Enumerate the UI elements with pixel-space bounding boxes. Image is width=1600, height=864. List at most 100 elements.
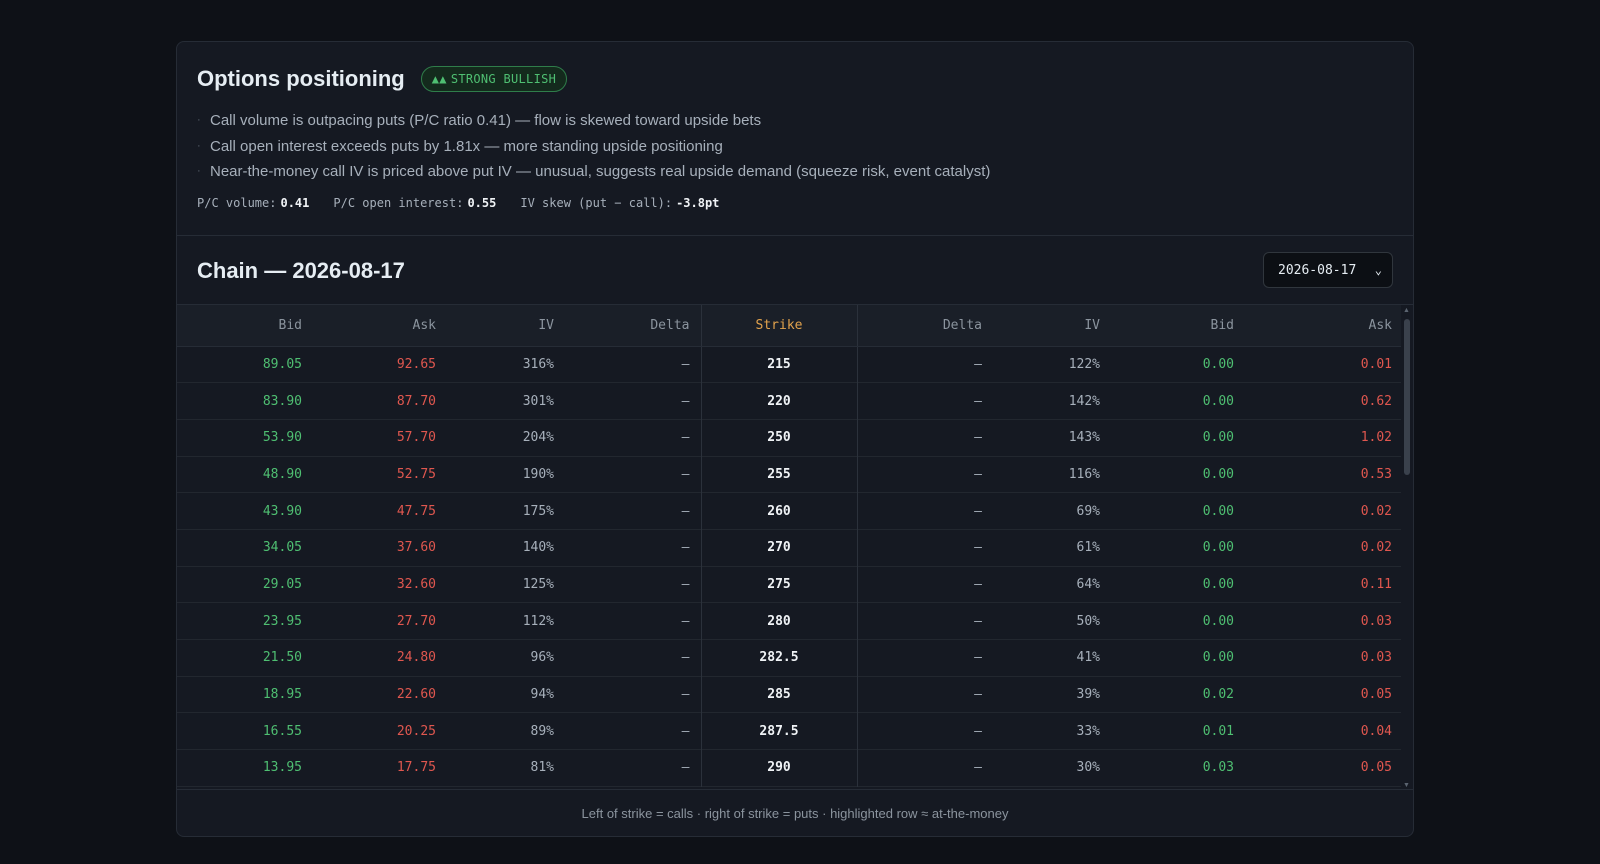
cell-call-ask: 32.60 [396,576,436,592]
cell-call-delta: — [681,393,690,409]
table-row[interactable]: 53.90 57.70 204% — 250 — 143% 0.00 1.02 [177,419,1403,457]
chain-footer-note: Left of strike = calls · right of strike… [177,789,1413,836]
table-row[interactable]: 21.50 24.80 96% — 282.5 — 41% 0.00 0.03 [177,639,1403,677]
table-row[interactable]: 16.55 20.25 89% — 287.5 — 33% 0.01 0.04 [177,712,1403,750]
cell-put-ask: 0.02 [1360,540,1392,556]
col-header-put-iv[interactable]: IV [993,305,1111,347]
cell-call-ask: 22.60 [396,687,436,703]
cell-call-iv: 81% [530,760,554,776]
cell-call-iv: 125% [522,576,554,592]
cell-call-delta: — [681,613,690,629]
cell-put-iv: 41% [1076,650,1100,666]
metric-pc-volume: P/C volume: 0.41 [197,196,309,210]
table-row[interactable]: 83.90 87.70 301% — 220 — 142% 0.00 0.62 [177,382,1403,420]
cell-call-delta: — [681,503,690,519]
cell-put-ask: 1.02 [1360,430,1392,446]
expiry-date-select[interactable]: 2026-08-17 ⌄ [1263,252,1393,288]
cell-put-delta: — [974,723,982,739]
positioning-panel: Options positioning ▲▲ STRONG BULLISH · C… [177,42,1413,236]
cell-put-bid: 0.00 [1202,576,1234,592]
bullet-item: · Call volume is outpacing puts (P/C rati… [197,108,990,134]
scroll-up-arrow-icon[interactable]: ▲ [1403,307,1410,314]
cell-put-ask: 0.05 [1360,687,1392,703]
cell-call-delta: — [681,650,690,666]
cell-call-bid: 43.90 [262,503,302,519]
cell-put-ask: 0.53 [1360,466,1392,482]
cell-strike: 270 [700,529,858,567]
col-header-call-ask[interactable]: Ask [313,305,447,347]
cell-call-bid: 48.90 [262,466,302,482]
table-row[interactable]: 89.05 92.65 316% — 215 — 122% 0.00 0.01 [177,346,1403,383]
cell-put-iv: 69% [1076,503,1100,519]
scrollbar-thumb[interactable] [1404,319,1410,475]
cell-put-delta: — [974,576,982,592]
cell-call-iv: 301% [522,393,554,409]
cell-call-iv: 89% [530,723,554,739]
cell-strike: 260 [700,492,858,530]
bullet-text: Near-the-money call IV is priced above p… [210,163,991,180]
cell-call-iv: 175% [522,503,554,519]
cell-put-iv: 116% [1068,466,1100,482]
chain-title: Chain — 2026-08-17 [197,258,405,283]
cell-put-delta: — [974,760,982,776]
bullet-item: · Call open interest exceeds puts by 1.81… [197,134,990,160]
cell-call-iv: 140% [522,540,554,556]
table-scrollbar[interactable]: ▲ ▼ [1401,305,1413,791]
metric-value: 0.55 [467,196,497,210]
table-row[interactable]: 18.95 22.60 94% — 285 — 39% 0.02 0.05 [177,676,1403,713]
cell-put-iv: 33% [1076,723,1100,739]
double-up-arrow-icon: ▲▲ [431,72,447,86]
options-chain-table-container[interactable]: Bid Ask IV Delta Strike Delta IV Bid Ask… [177,304,1413,791]
cell-call-ask: 24.80 [396,650,436,666]
col-header-call-delta[interactable]: Delta [565,305,701,347]
col-header-strike[interactable]: Strike [700,305,858,347]
table-row[interactable]: 34.05 37.60 140% — 270 — 61% 0.00 0.02 [177,529,1403,567]
bullet-dot-icon: · [197,165,201,177]
cell-call-ask: 27.70 [396,613,436,629]
positioning-metrics: P/C volume: 0.41 P/C open interest: 0.55 I… [197,196,719,210]
bullet-dot-icon: · [197,139,201,152]
positioning-header: Options positioning ▲▲ STRONG BULLISH [197,66,568,92]
cell-put-bid: 0.00 [1202,613,1234,629]
cell-put-ask: 0.01 [1360,356,1392,372]
cell-call-bid: 89.05 [262,356,302,372]
cell-put-ask: 0.04 [1360,723,1392,739]
table-row[interactable]: 48.90 52.75 190% — 255 — 116% 0.00 0.53 [177,456,1403,493]
cell-call-delta: — [681,540,690,556]
cell-put-delta: — [974,466,982,482]
cell-call-ask: 47.75 [396,503,436,519]
table-row[interactable]: 23.95 27.70 112% — 280 — 50% 0.00 0.03 [177,602,1403,640]
cell-put-iv: 30% [1076,760,1100,776]
cell-put-bid: 0.00 [1202,503,1234,519]
cell-call-bid: 18.95 [262,687,302,703]
chain-header: Chain — 2026-08-17 2026-08-17 ⌄ [177,236,1413,304]
col-header-put-delta[interactable]: Delta [857,305,993,347]
cell-put-delta: — [974,613,982,629]
col-header-call-bid[interactable]: Bid [177,305,313,347]
cell-put-iv: 39% [1076,687,1100,703]
cell-put-ask: 0.05 [1360,760,1392,776]
scroll-down-arrow-icon[interactable]: ▼ [1403,782,1410,789]
cell-call-delta: — [681,760,690,776]
cell-put-iv: 64% [1076,576,1100,592]
sentiment-badge: ▲▲ STRONG BULLISH [420,66,568,92]
table-row[interactable]: 29.05 32.60 125% — 275 — 64% 0.00 0.11 [177,566,1403,603]
table-row[interactable]: 43.90 47.75 175% — 260 — 69% 0.00 0.02 [177,492,1403,530]
cell-put-ask: 0.03 [1360,650,1392,666]
cell-put-iv: 122% [1068,356,1100,372]
bullet-text: Call volume is outpacing puts (P/C ratio… [210,112,762,129]
table-row[interactable]: 13.95 17.75 81% — 290 — 30% 0.03 0.05 [177,749,1403,787]
col-header-call-iv[interactable]: IV [447,305,565,347]
cell-call-bid: 13.95 [262,760,302,776]
cell-call-bid: 23.95 [262,613,302,629]
bullet-item: · Near-the-money call IV is priced above … [197,159,990,185]
cell-put-iv: 50% [1076,613,1100,629]
cell-put-delta: — [974,687,982,703]
col-header-put-bid[interactable]: Bid [1111,305,1245,347]
cell-call-iv: 94% [530,687,554,703]
bullet-dot-icon: · [197,114,201,126]
cell-call-bid: 34.05 [262,540,302,556]
cell-put-iv: 143% [1068,430,1100,446]
sentiment-badge-label: STRONG BULLISH [450,72,557,86]
col-header-put-ask[interactable]: Ask [1245,305,1403,347]
